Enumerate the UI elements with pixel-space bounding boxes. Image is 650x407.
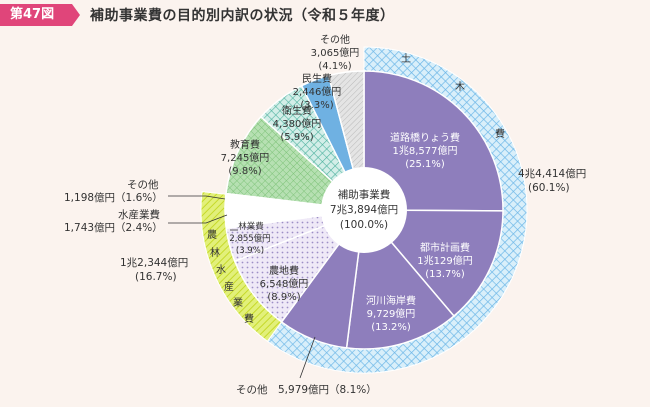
outer-norin-char-0: 農 bbox=[207, 228, 217, 241]
external-label-other-norin-title: その他 bbox=[127, 178, 159, 191]
figure-header: 第47図 補助事業費の目的別内訳の状況（令和５年度） bbox=[0, 0, 650, 30]
external-label-other-doboku: その他 5,979億円（8.1%） bbox=[236, 383, 377, 396]
outer-label-doboku-pct: (60.1%) bbox=[528, 182, 570, 194]
center-label-percent: (100.0%) bbox=[340, 219, 388, 231]
slice-label-other-pct: (4.1%) bbox=[318, 61, 351, 72]
slice-label-rinya-amount: 2,855億円 bbox=[229, 233, 270, 244]
leader-line-other-doboku bbox=[299, 336, 316, 379]
outer-norin-char-1: 林 bbox=[210, 246, 220, 259]
slice-label-other-name: その他 bbox=[320, 33, 350, 46]
pie-slice-toshi bbox=[362, 209, 504, 318]
slice-label-minsei-name: 民生費 bbox=[302, 72, 332, 85]
outer-norin-char-5: 費 bbox=[244, 312, 254, 325]
slice-label-rinya-pct: (3.9%) bbox=[236, 246, 264, 256]
center-label-title: 補助事業費 bbox=[338, 188, 391, 201]
center-circle bbox=[321, 167, 407, 253]
slice-label-toshi-pct: (13.7%) bbox=[425, 269, 465, 280]
slice-label-nochi-amount: 6,548億円 bbox=[260, 277, 309, 290]
slice-label-toshi-name: 都市計画費 bbox=[420, 241, 470, 254]
outer-label-norin-pct: (16.7%) bbox=[135, 271, 177, 283]
slice-label-eisei-pct: (5.9%) bbox=[280, 132, 313, 143]
leader-line-other-norin bbox=[168, 195, 226, 200]
pie-slice-doro bbox=[363, 70, 504, 212]
figure-number-badge: 第47図 bbox=[0, 4, 80, 26]
slice-label-doro-name: 道路橋りょう費 bbox=[390, 131, 460, 144]
slice-label-kyoiku-name: 教育費 bbox=[230, 138, 260, 151]
slice-label-other-amount: 3,065億円 bbox=[311, 46, 360, 59]
leader-line-suisan bbox=[168, 214, 228, 224]
slice-label-toshi-amount: 1兆129億円 bbox=[417, 254, 472, 267]
external-label-suisan-title: 水産業費 bbox=[118, 208, 160, 221]
outer-doboku-char-1: 木 bbox=[455, 81, 465, 93]
slice-label-eisei-name: 衛生費 bbox=[282, 104, 312, 117]
outer-doboku-char-0: 土 bbox=[401, 52, 411, 65]
slice-label-doro-pct: (25.1%) bbox=[405, 159, 445, 170]
outer-norin-char-3: 産 bbox=[224, 280, 234, 293]
slice-label-nochi-pct: (8.9%) bbox=[267, 292, 300, 303]
slice-label-kasen-pct: (13.2%) bbox=[371, 322, 411, 333]
slice-label-doro-amount: 1兆8,577億円 bbox=[393, 144, 458, 157]
outer-doboku-char-2: 費 bbox=[495, 127, 505, 140]
outer-norin-char-2: 水 bbox=[216, 264, 226, 276]
slice-label-rinya-name: 林業費 bbox=[238, 221, 264, 232]
outer-label-norin-amount: 1兆2,344億円 bbox=[120, 256, 188, 269]
slice-label-minsei-pct: (3.3%) bbox=[300, 100, 333, 111]
slice-label-kyoiku-amount: 7,245億円 bbox=[221, 151, 270, 164]
outer-norin-char-4: 業 bbox=[233, 296, 243, 309]
slice-label-kasen-name: 河川海岸費 bbox=[366, 294, 416, 307]
outer-label-doboku-amount: 4兆4,414億円 bbox=[518, 167, 586, 180]
slice-label-minsei-amount: 2,446億円 bbox=[293, 85, 342, 98]
figure-title: 補助事業費の目的別内訳の状況（令和５年度） bbox=[90, 8, 395, 24]
slice-label-nochi-name: 農地費 bbox=[269, 264, 299, 277]
slice-label-kasen-amount: 9,729億円 bbox=[367, 307, 416, 320]
slice-label-kyoiku-pct: (9.8%) bbox=[228, 166, 261, 177]
slice-label-eisei-amount: 4,380億円 bbox=[273, 117, 322, 130]
external-label-suisan-value: 1,743億円（2.4%） bbox=[64, 221, 163, 234]
external-label-other-norin-value: 1,198億円（1.6%） bbox=[64, 191, 163, 204]
center-label-total: 7兆3,894億円 bbox=[330, 203, 398, 216]
